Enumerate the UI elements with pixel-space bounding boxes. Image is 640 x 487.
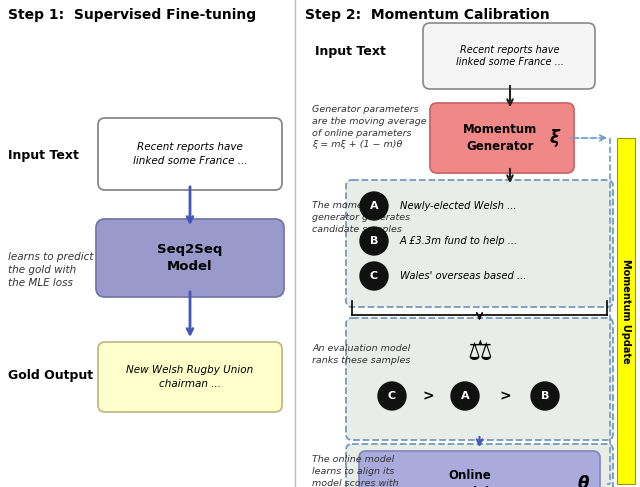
Text: >: >	[422, 389, 434, 403]
Text: Step 2:  Momentum Calibration: Step 2: Momentum Calibration	[305, 8, 550, 22]
Text: Input Text: Input Text	[315, 45, 386, 58]
Bar	[617, 138, 635, 484]
FancyBboxPatch shape	[430, 103, 574, 173]
Text: ξ: ξ	[550, 129, 560, 147]
Text: The online model
learns to align its
model scores with
these ranks.
Update gener: The online model learns to align its mod…	[312, 455, 399, 487]
Text: A: A	[461, 391, 469, 401]
Text: Generator parameters
are the moving average
of online parameters
ξ = mξ + (1 − m: Generator parameters are the moving aver…	[312, 105, 427, 150]
Text: C: C	[370, 271, 378, 281]
FancyBboxPatch shape	[359, 451, 600, 487]
Text: Momentum Update: Momentum Update	[621, 259, 631, 363]
Text: Seq2Seq
Model: Seq2Seq Model	[157, 243, 223, 273]
Text: Online
Model: Online Model	[448, 469, 491, 487]
FancyBboxPatch shape	[423, 23, 595, 89]
Text: An evaluation model
ranks these samples: An evaluation model ranks these samples	[312, 344, 410, 365]
Text: Newly-elected Welsh ...: Newly-elected Welsh ...	[400, 201, 516, 211]
Circle shape	[451, 382, 479, 410]
Text: Wales' overseas based ...: Wales' overseas based ...	[400, 271, 526, 281]
FancyBboxPatch shape	[346, 318, 613, 440]
Text: learns to predict
the gold with
the MLE loss: learns to predict the gold with the MLE …	[8, 252, 93, 288]
Text: Input Text: Input Text	[8, 149, 79, 162]
Text: ⚖: ⚖	[467, 338, 492, 366]
Text: Momentum
Generator: Momentum Generator	[463, 123, 537, 153]
Text: Step 1:  Supervised Fine-tuning: Step 1: Supervised Fine-tuning	[8, 8, 256, 22]
FancyBboxPatch shape	[96, 219, 284, 297]
Circle shape	[360, 262, 388, 290]
Text: A: A	[370, 201, 378, 211]
Text: B: B	[541, 391, 549, 401]
Text: B: B	[370, 236, 378, 246]
Circle shape	[360, 192, 388, 220]
FancyBboxPatch shape	[98, 118, 282, 190]
Text: Gold Output: Gold Output	[8, 369, 93, 381]
Circle shape	[531, 382, 559, 410]
Circle shape	[360, 227, 388, 255]
Text: Recent reports have
linked some France ...: Recent reports have linked some France .…	[456, 45, 564, 67]
Text: A £3.3m fund to help ...: A £3.3m fund to help ...	[400, 236, 518, 246]
Text: >: >	[499, 389, 511, 403]
Text: C: C	[388, 391, 396, 401]
FancyBboxPatch shape	[98, 342, 282, 412]
Text: Recent reports have
linked some France ...: Recent reports have linked some France .…	[132, 142, 247, 166]
FancyBboxPatch shape	[346, 444, 613, 487]
Text: New Welsh Rugby Union
chairman ...: New Welsh Rugby Union chairman ...	[126, 365, 253, 389]
Text: The momentum
generator generates
candidate samples: The momentum generator generates candida…	[312, 201, 410, 234]
Circle shape	[378, 382, 406, 410]
FancyBboxPatch shape	[346, 180, 613, 307]
Text: θ: θ	[577, 475, 589, 487]
